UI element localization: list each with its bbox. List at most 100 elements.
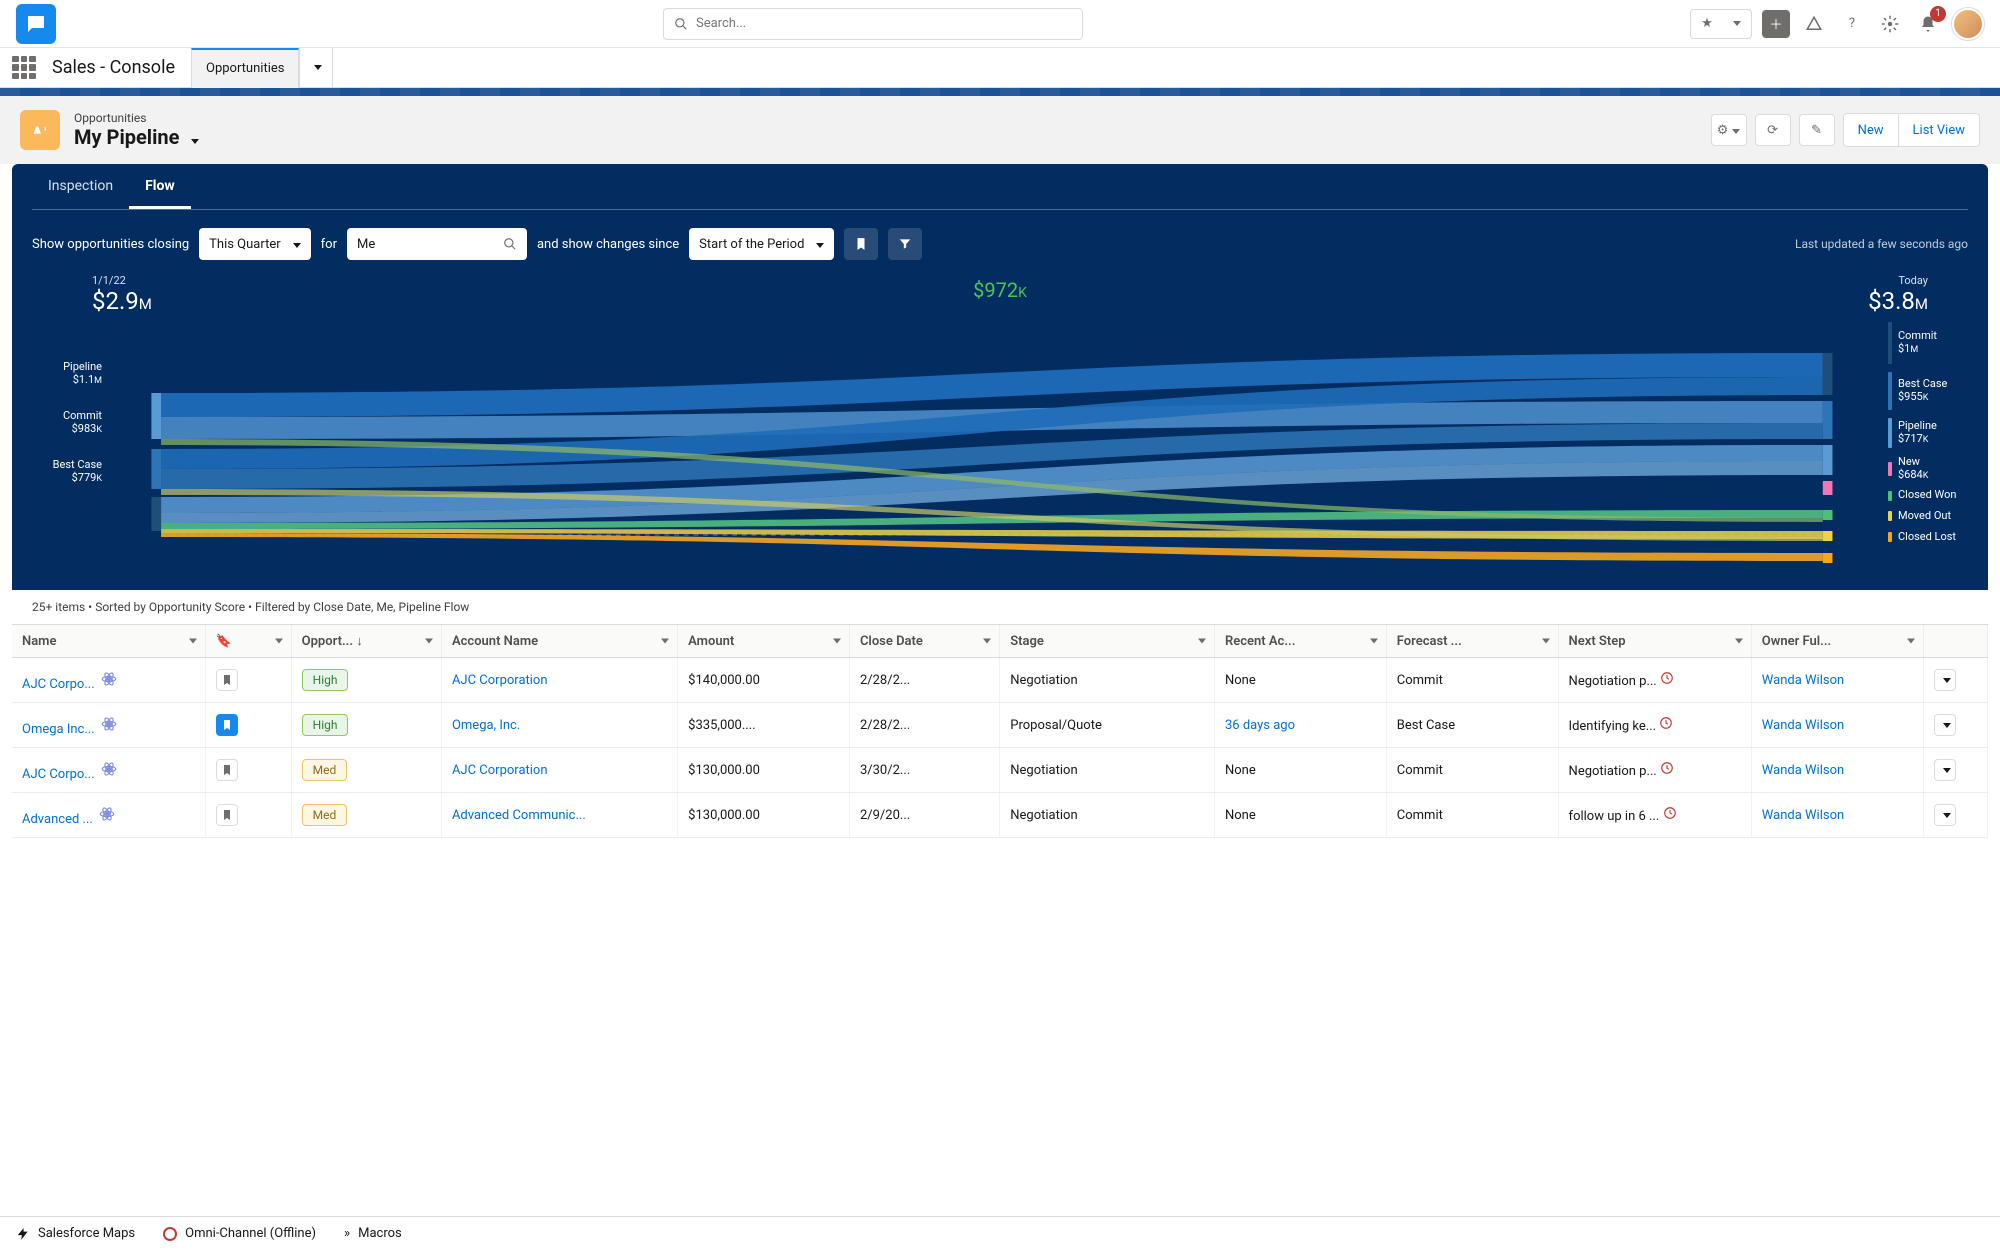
close-date-cell: 2/28/2... <box>849 703 999 748</box>
record-name-link[interactable]: Advanced ... <box>22 812 93 827</box>
account-link[interactable]: AJC Corporation <box>452 673 548 688</box>
account-link[interactable]: Omega, Inc. <box>452 718 520 733</box>
footer-macros[interactable]: » Macros <box>344 1226 402 1241</box>
filter-label-for: for <box>321 237 337 252</box>
star-dropdown-icon[interactable] <box>1721 10 1749 38</box>
owner-link[interactable]: Wanda Wilson <box>1762 763 1844 778</box>
since-select[interactable]: Start of the Period <box>689 228 834 260</box>
column-header[interactable]: Next Step <box>1558 625 1751 658</box>
search-icon <box>503 237 517 251</box>
table-row: Omega Inc... High Omega, Inc. $335,000..… <box>12 703 1988 748</box>
app-launcher-icon[interactable] <box>12 56 36 80</box>
account-link[interactable]: Advanced Communic... <box>452 808 586 823</box>
global-search[interactable] <box>663 8 1083 40</box>
column-header[interactable]: Recent Ac... <box>1214 625 1386 658</box>
user-avatar[interactable] <box>1952 8 1984 40</box>
last-updated: Last updated a few seconds ago <box>1795 237 1968 251</box>
add-icon[interactable]: ＋ <box>1762 10 1790 38</box>
object-label: Opportunities <box>74 111 199 125</box>
column-header[interactable]: Account Name <box>441 625 677 658</box>
account-link[interactable]: AJC Corporation <box>452 763 548 778</box>
nav-tab-dropdown-icon[interactable] <box>299 48 333 88</box>
page-actions: ⚙ ⟳ ✎ New List View <box>1711 113 1980 147</box>
record-name-link[interactable]: AJC Corpo... <box>22 677 95 692</box>
bookmark-filter-icon[interactable] <box>844 228 878 260</box>
table-body: AJC Corpo... High AJC Corporation $140,0… <box>12 658 1988 838</box>
column-header[interactable]: 🔖 <box>205 625 291 658</box>
sankey-chart: 1/1/22 $2.9M Today $3.8M $972K Pipeline$… <box>32 274 1968 574</box>
owner-link[interactable]: Wanda Wilson <box>1762 808 1844 823</box>
list-view-button[interactable]: List View <box>1899 114 1979 146</box>
bolt-icon <box>16 1227 30 1241</box>
owner-input[interactable]: Me <box>347 228 527 260</box>
column-header[interactable]: Amount <box>678 625 850 658</box>
trailhead-icon[interactable] <box>1800 10 1828 38</box>
list-meta: 25+ items • Sorted by Opportunity Score … <box>12 590 1988 624</box>
star-icon[interactable]: ★ <box>1693 10 1721 38</box>
bookmark-toggle[interactable] <box>216 804 238 826</box>
end-date: Today <box>1868 274 1928 287</box>
forecast-cell: Commit <box>1386 793 1558 838</box>
search-input[interactable] <box>696 16 1072 31</box>
end-total: $3.8 <box>1868 287 1915 315</box>
forecast-cell: Commit <box>1386 748 1558 793</box>
bookmark-toggle[interactable] <box>216 714 238 736</box>
amount-cell: $140,000.00 <box>678 658 850 703</box>
app-name: Sales - Console <box>52 57 175 78</box>
stage-cell: Negotiation <box>1000 658 1215 703</box>
filter-label-since: and show changes since <box>537 237 679 252</box>
footer-omni[interactable]: Omni-Channel (Offline) <box>163 1226 316 1241</box>
table-row: AJC Corpo... High AJC Corporation $140,0… <box>12 658 1988 703</box>
notifications-icon[interactable]: 1 <box>1914 10 1942 38</box>
record-name-link[interactable]: AJC Corpo... <box>22 767 95 782</box>
next-step-cell: Identifying ke... <box>1558 703 1751 748</box>
help-icon[interactable]: ? <box>1838 10 1866 38</box>
left-node-labels: Pipeline$1.1MCommit$983KBest Case$779K <box>32 360 102 507</box>
app-logo[interactable] <box>16 4 56 44</box>
einstein-icon <box>98 758 120 780</box>
einstein-icon <box>98 668 120 690</box>
tab-flow[interactable]: Flow <box>129 164 191 209</box>
close-date-cell: 2/9/20... <box>849 793 999 838</box>
column-header[interactable] <box>1923 625 1987 658</box>
setup-gear-icon[interactable] <box>1876 10 1904 38</box>
column-header[interactable]: Owner Ful... <box>1751 625 1923 658</box>
closing-period-select[interactable]: This Quarter <box>199 228 310 260</box>
owner-link[interactable]: Wanda Wilson <box>1762 673 1844 688</box>
refresh-icon[interactable]: ⟳ <box>1755 114 1791 146</box>
column-header[interactable]: Close Date <box>849 625 999 658</box>
list-view-title[interactable]: My Pipeline <box>74 125 199 149</box>
new-button[interactable]: New <box>1844 114 1899 146</box>
row-actions-menu[interactable] <box>1934 714 1956 736</box>
einstein-icon <box>98 713 120 735</box>
nav-tab-opportunities[interactable]: Opportunities <box>191 48 299 88</box>
close-date-cell: 3/30/2... <box>849 748 999 793</box>
footer-maps[interactable]: Salesforce Maps <box>16 1226 135 1241</box>
edit-pencil-icon[interactable]: ✎ <box>1799 114 1835 146</box>
column-header[interactable]: Opport... <box>291 625 441 658</box>
data-table: Name🔖Opport... Account NameAmountClose D… <box>12 624 1988 838</box>
favorites-group[interactable]: ★ <box>1690 9 1752 39</box>
list-view-switcher-icon[interactable] <box>187 125 199 149</box>
einstein-icon <box>96 803 118 825</box>
forecast-cell: Best Case <box>1386 703 1558 748</box>
owner-link[interactable]: Wanda Wilson <box>1762 718 1844 733</box>
row-actions-menu[interactable] <box>1934 804 1956 826</box>
tab-inspection[interactable]: Inspection <box>32 164 129 209</box>
recent-activity-cell: 36 days ago <box>1214 703 1386 748</box>
search-wrap <box>68 8 1678 40</box>
bookmark-toggle[interactable] <box>216 759 238 781</box>
filter-row: Show opportunities closing This Quarter … <box>32 210 1968 268</box>
bookmark-toggle[interactable] <box>216 669 238 691</box>
list-settings-gear-icon[interactable]: ⚙ <box>1711 114 1747 146</box>
overdue-clock-icon <box>1660 671 1674 685</box>
column-header[interactable]: Name <box>12 625 205 658</box>
record-name-link[interactable]: Omega Inc... <box>22 722 95 737</box>
row-actions-menu[interactable] <box>1934 759 1956 781</box>
overdue-clock-icon <box>1663 806 1677 820</box>
status-offline-icon <box>163 1227 177 1241</box>
filter-funnel-icon[interactable] <box>888 228 922 260</box>
row-actions-menu[interactable] <box>1934 669 1956 691</box>
column-header[interactable]: Forecast ... <box>1386 625 1558 658</box>
column-header[interactable]: Stage <box>1000 625 1215 658</box>
